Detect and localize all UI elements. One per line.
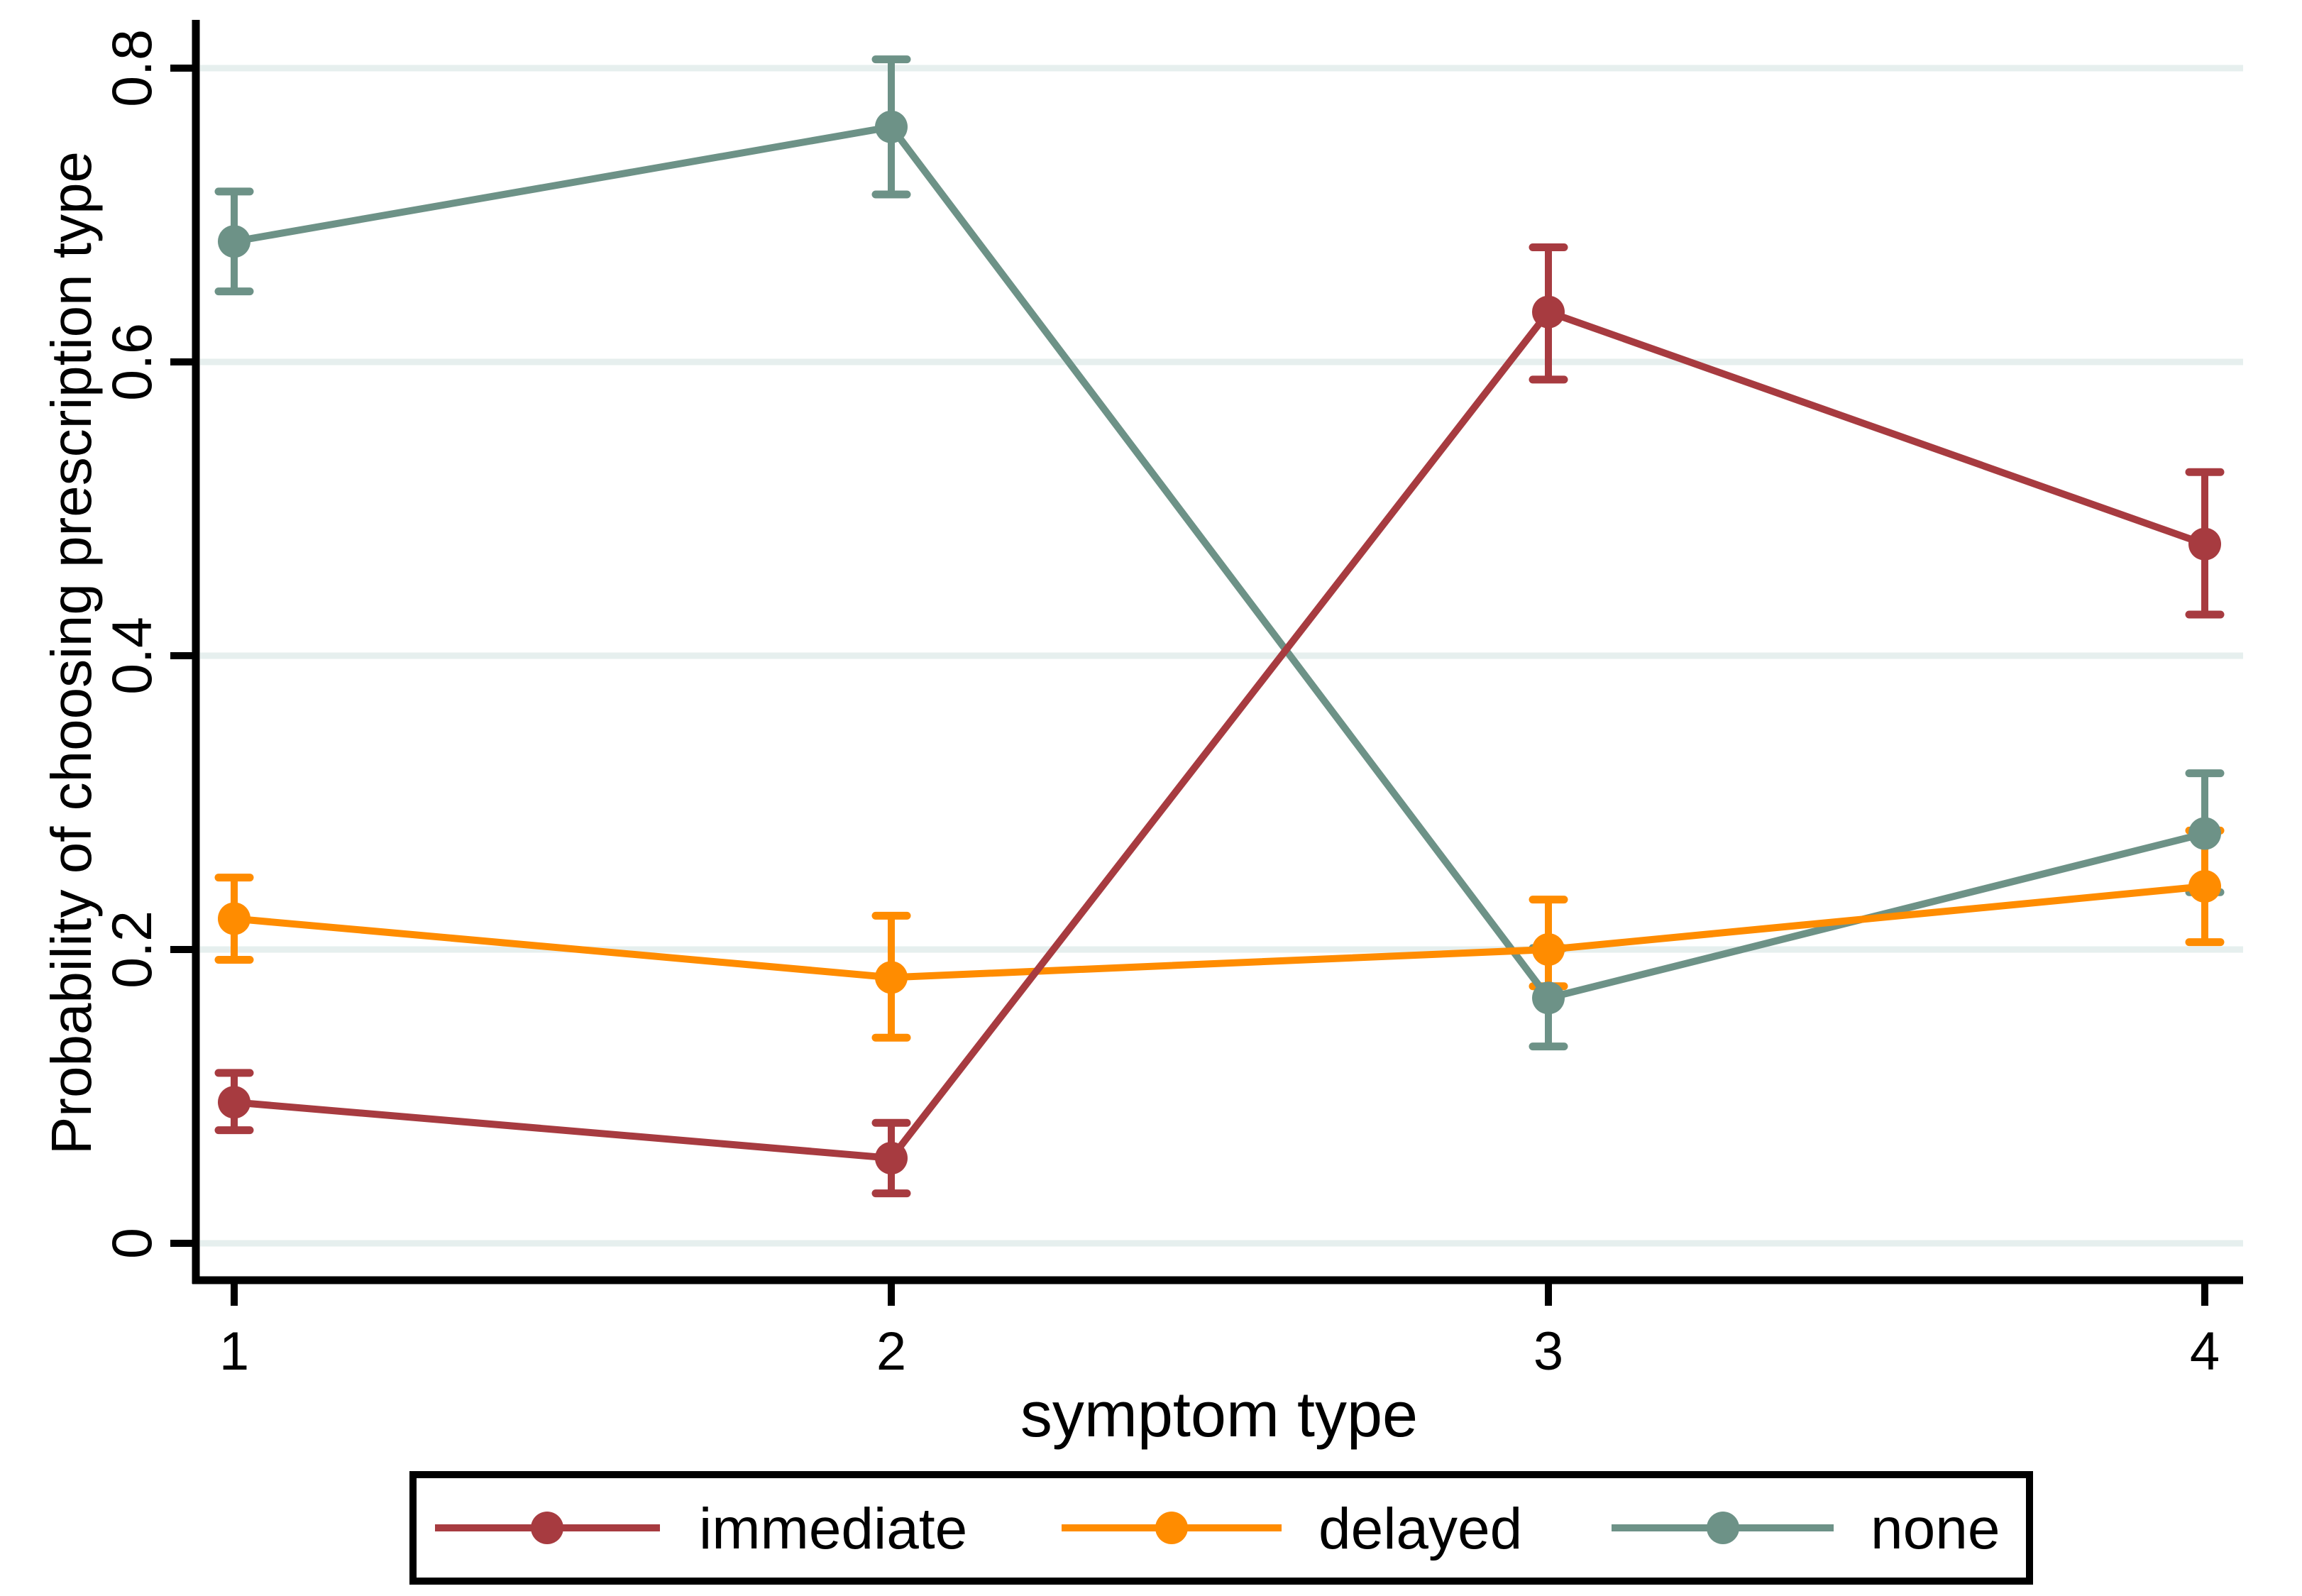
series-line-delayed <box>233 883 2205 981</box>
x-tick-label: 4 <box>2190 1321 2220 1382</box>
error-bars-layer <box>214 55 2225 1198</box>
series-layer <box>218 110 2221 1174</box>
y-tick-label: 0 <box>100 1228 163 1259</box>
series-line-none <box>233 123 2206 1002</box>
y-tick-labels: 0 0.2 0.4 0.6 0.8 <box>100 29 163 1259</box>
series-line-immediate <box>233 307 2206 1162</box>
legend-item-marker <box>1707 1512 1739 1544</box>
data-point-marker-none <box>875 110 908 143</box>
legend-item-marker <box>531 1512 563 1544</box>
data-point-marker-immediate <box>218 1086 250 1119</box>
data-point-marker-immediate <box>875 1141 908 1174</box>
legend-item-label: immediate <box>699 1497 967 1561</box>
x-tick-label: 3 <box>1533 1321 1563 1382</box>
data-point-marker-immediate <box>1532 295 1565 329</box>
gridlines <box>200 65 2243 1247</box>
data-point-marker-delayed <box>218 902 250 935</box>
data-point-marker-delayed <box>1532 933 1565 966</box>
axes <box>170 20 2243 1306</box>
data-point-marker-delayed <box>875 961 908 994</box>
y-axis-title: Probability of choosing prescription typ… <box>40 151 103 1155</box>
y-tick-label: 0.8 <box>100 29 163 107</box>
legend: immediate delayed none <box>409 1471 2033 1585</box>
legend-item-marker <box>1155 1512 1188 1544</box>
legend-item-label: none <box>1871 1497 2000 1561</box>
y-tick-label: 0.2 <box>100 910 163 989</box>
data-point-marker-none <box>2188 817 2221 850</box>
data-point-marker-immediate <box>2188 527 2221 561</box>
data-point-marker-none <box>1532 981 1565 1015</box>
data-point-marker-delayed <box>2188 869 2221 903</box>
x-tick-labels: 1 2 3 4 <box>219 1321 2220 1382</box>
x-axis-title: symptom type <box>1020 1380 1418 1451</box>
legend-item-label: delayed <box>1318 1497 1522 1561</box>
y-tick-label: 0.4 <box>100 617 163 695</box>
data-point-marker-none <box>218 225 250 258</box>
y-tick-label: 0.6 <box>100 323 163 401</box>
x-tick-label: 1 <box>219 1321 249 1382</box>
x-tick-label: 2 <box>876 1321 906 1382</box>
